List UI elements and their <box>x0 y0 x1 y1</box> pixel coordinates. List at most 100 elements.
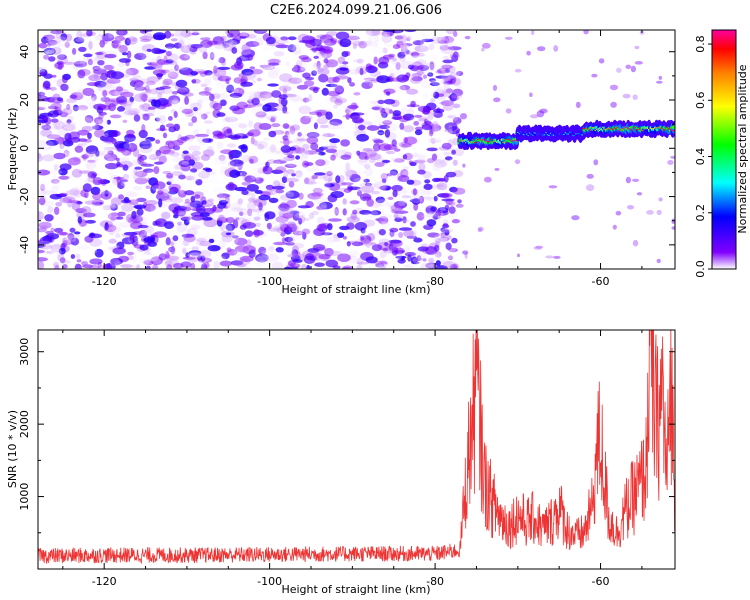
heatmap-cell <box>298 192 304 200</box>
heatmap-cell <box>132 160 140 168</box>
heatmap-cell <box>363 178 370 183</box>
heatmap-cell <box>87 132 92 139</box>
heatmap-cell <box>103 146 118 151</box>
heatmap-cell <box>57 127 69 136</box>
heatmap-cell <box>342 149 349 153</box>
heatmap-cell <box>140 163 155 167</box>
heatmap-cell <box>328 208 339 216</box>
heatmap-cell <box>440 66 450 75</box>
heatmap-cell <box>397 175 410 182</box>
heatmap-cell <box>133 168 138 175</box>
heatmap-cell <box>425 212 433 217</box>
heatmap-cell <box>437 260 451 264</box>
heatmap-cell <box>79 108 87 117</box>
heatmap-cell <box>237 208 251 216</box>
heatmap-cell <box>230 207 244 212</box>
heatmap-cell <box>351 241 364 247</box>
heatmap-cell <box>216 216 228 224</box>
heatmap-cell <box>249 158 254 164</box>
heatmap-cell <box>53 261 60 268</box>
heatmap-cell <box>445 76 451 82</box>
heatmap-cell <box>38 221 52 229</box>
heatmap-cell <box>94 117 103 125</box>
heatmap-cell <box>80 206 92 214</box>
heatmap-cell <box>173 111 178 118</box>
heatmap-cell <box>421 214 434 218</box>
heatmap-cell <box>388 170 398 178</box>
heatmap-cell <box>406 187 411 196</box>
heatmap-cell <box>311 192 324 197</box>
heatmap-cell <box>346 35 360 41</box>
heatmap-cell <box>318 253 331 260</box>
heatmap-cell <box>187 202 197 209</box>
heatmap-cell <box>435 251 442 258</box>
heatmap-cell <box>445 242 452 250</box>
heatmap-cell <box>114 35 126 42</box>
heatmap-cell <box>142 168 154 173</box>
heatmap-cell <box>390 56 402 65</box>
heatmap-cell <box>90 124 96 132</box>
heatmap-cell <box>432 163 442 172</box>
heatmap-cell <box>218 71 228 76</box>
heatmap-cell <box>254 177 264 184</box>
heatmap-cell <box>255 253 269 263</box>
heatmap-cell <box>343 130 358 137</box>
heatmap-cell <box>202 235 214 240</box>
heatmap-cell <box>306 115 313 120</box>
heatmap-cell <box>203 70 213 76</box>
heatmap-cell <box>303 97 309 103</box>
heatmap-cell <box>260 94 266 102</box>
heatmap-cell <box>41 124 52 131</box>
heatmap-cell <box>223 36 234 46</box>
heatmap-cell <box>254 263 263 269</box>
heatmap-cell <box>229 159 244 167</box>
heatmap-cell <box>147 106 156 110</box>
heatmap-cell <box>208 238 215 244</box>
y-tick-label: 2000 <box>18 410 31 438</box>
heatmap-cell <box>164 69 174 76</box>
heatmap-cell <box>323 62 329 68</box>
heatmap-cell <box>265 247 277 255</box>
heatmap-cell <box>199 240 212 247</box>
heatmap-cell <box>400 141 409 149</box>
heatmap-cell <box>321 132 329 141</box>
heatmap-cell <box>118 255 129 263</box>
heatmap-cell <box>354 221 368 231</box>
heatmap-cell <box>365 256 378 264</box>
heatmap-cell <box>43 73 53 79</box>
heatmap-cell <box>298 215 306 223</box>
heatmap-cell <box>136 197 147 203</box>
heatmap-cell <box>446 235 452 240</box>
heatmap-cell <box>334 75 349 80</box>
heatmap-cell <box>49 259 62 264</box>
heatmap-cell <box>440 192 453 199</box>
heatmap-cell <box>70 254 76 259</box>
heatmap-cell <box>178 106 189 110</box>
heatmap-cell <box>437 67 448 74</box>
heatmap-cell <box>62 264 68 269</box>
heatmap-cell <box>39 51 49 55</box>
heatmap-cell <box>275 189 284 194</box>
y-tick-label: 40 <box>18 45 31 59</box>
heatmap-cell <box>183 218 190 226</box>
heatmap-cell <box>278 94 288 100</box>
heatmap-cell <box>162 149 176 155</box>
heatmap-cell <box>106 78 121 84</box>
heatmap-cell <box>81 140 88 147</box>
heatmap-cell <box>379 250 387 258</box>
heatmap-cell <box>87 171 98 179</box>
heatmap-cell <box>445 30 456 35</box>
heatmap-cell <box>302 143 310 151</box>
heatmap-cell <box>455 30 463 39</box>
heatmap-cell <box>348 231 356 238</box>
heatmap-cell <box>96 120 103 125</box>
heatmap-cell <box>93 68 107 75</box>
heatmap-cell <box>181 233 195 238</box>
heatmap-cell <box>119 179 129 183</box>
heatmap-cell <box>110 197 123 206</box>
heatmap-cell <box>56 231 67 236</box>
heatmap-cell <box>301 35 315 44</box>
heatmap-cell <box>168 95 181 105</box>
heatmap-cell <box>119 91 134 98</box>
heatmap-cell <box>315 221 320 229</box>
